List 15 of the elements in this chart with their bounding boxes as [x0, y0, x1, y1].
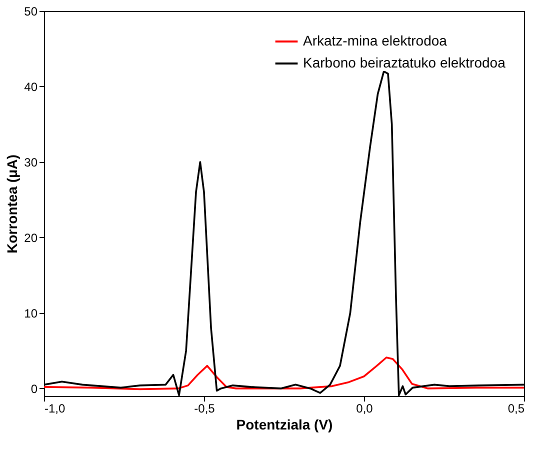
- x-axis-title: Potentziala (V): [236, 416, 333, 432]
- y-tick-label: 0: [30, 382, 38, 396]
- y-tick-label: 40: [24, 80, 38, 94]
- line-series: [44, 356, 524, 390]
- x-tick-label: 0,5: [508, 402, 525, 416]
- legend-label: Arkatz-mina elektrodoa: [303, 32, 448, 48]
- x-tick-label: 0,0: [356, 402, 374, 416]
- legend-label: Karbono beiraztatuko elektrodoa: [303, 54, 506, 70]
- x-tick-label: -0,5: [194, 402, 216, 416]
- y-tick-label: 10: [24, 306, 38, 320]
- y-tick-label: 30: [24, 155, 38, 170]
- x-tick-label: -1,0: [44, 402, 66, 416]
- y-tick-label: 50: [24, 4, 38, 18]
- y-axis-title: Korrontea (μA): [4, 154, 20, 254]
- y-tick-label: 20: [24, 230, 38, 245]
